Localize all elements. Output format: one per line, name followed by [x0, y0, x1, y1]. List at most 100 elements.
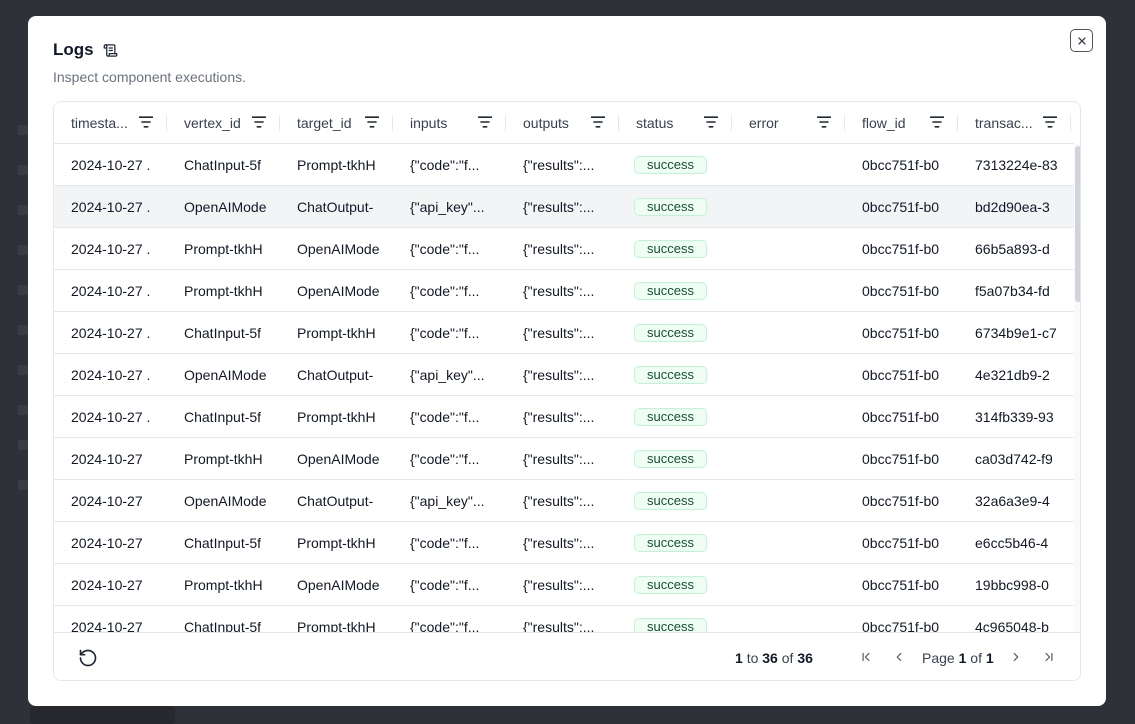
column-header-label: inputs: [410, 115, 448, 131]
filter-icon[interactable]: [139, 116, 153, 128]
first-page-button[interactable]: [859, 650, 873, 664]
filter-icon[interactable]: [704, 116, 718, 128]
page-word: Page: [922, 650, 955, 666]
last-page-button[interactable]: [1042, 650, 1056, 664]
cell-timestamp: 2024-10-27: [54, 606, 167, 633]
column-header-flow-id[interactable]: flow_id: [845, 102, 958, 144]
table-header: timesta... vertex_id target_id inputs output…: [54, 102, 1074, 144]
refresh-icon[interactable]: [78, 648, 98, 668]
table-row[interactable]: 2024-10-27 ChatInput-5f Prompt-tkhH {"code"…: [54, 522, 1074, 564]
close-button[interactable]: [1070, 29, 1093, 52]
table-row[interactable]: 2024-10-27 . Prompt-tkhH OpenAIMode {"code"…: [54, 270, 1074, 312]
cell-error: [732, 186, 845, 227]
cell-transaction-id: 314fb339-93: [958, 396, 1071, 437]
column-header-outputs[interactable]: outputs: [506, 102, 619, 144]
cell-inputs: {"code":"f...: [393, 312, 506, 353]
filter-icon[interactable]: [930, 116, 944, 128]
cell-inputs: {"code":"f...: [393, 228, 506, 269]
cell-transaction-id: 4c965048-b: [958, 606, 1071, 633]
filter-icon[interactable]: [252, 116, 266, 128]
next-page-button[interactable]: [1009, 650, 1023, 664]
table-row[interactable]: 2024-10-27 . OpenAIMode ChatOutput- {"api_k…: [54, 186, 1074, 228]
column-header-vertex-id[interactable]: vertex_id: [167, 102, 280, 144]
status-badge: success: [634, 575, 707, 594]
status-badge: success: [634, 365, 707, 384]
cell-value: 0bcc751f-b0: [862, 366, 940, 383]
cell-value: {"results":...: [523, 450, 595, 467]
cell-inputs: {"api_key"...: [393, 480, 506, 521]
cell-target-id: Prompt-tkhH: [280, 312, 393, 353]
table-row[interactable]: 2024-10-27 ChatInput-5f Prompt-tkhH {"code"…: [54, 606, 1074, 632]
cell-value: Prompt-tkhH: [297, 156, 376, 173]
filter-icon[interactable]: [478, 116, 492, 128]
table-row[interactable]: 2024-10-27 . ChatInput-5f Prompt-tkhH {"cod…: [54, 144, 1074, 186]
column-divider[interactable]: [957, 115, 958, 131]
column-header-timestamp[interactable]: timesta...: [54, 102, 167, 144]
cell-value: 4c965048-b: [975, 618, 1049, 633]
cell-target-id: ChatOutput-: [280, 186, 393, 227]
column-divider[interactable]: [731, 115, 732, 131]
cell-vertex-id: ChatInput-5f: [167, 144, 280, 185]
status-badge: success: [634, 491, 707, 510]
table-row[interactable]: 2024-10-27 . Prompt-tkhH OpenAIMode {"code"…: [54, 228, 1074, 270]
column-divider[interactable]: [1070, 115, 1071, 131]
table-row[interactable]: 2024-10-27 Prompt-tkhH OpenAIMode {"code":"…: [54, 438, 1074, 480]
table-row[interactable]: 2024-10-27 . OpenAIMode ChatOutput- {"api_k…: [54, 354, 1074, 396]
cell-transaction-id: ca03d742-f9: [958, 438, 1071, 479]
cell-value: {"results":...: [523, 282, 595, 299]
cell-value: bd2d90ea-3: [975, 198, 1050, 215]
filter-icon[interactable]: [591, 116, 605, 128]
filter-icon[interactable]: [817, 116, 831, 128]
column-divider[interactable]: [392, 115, 393, 131]
scrollbar-track[interactable]: [1074, 144, 1080, 632]
range-total: 36: [797, 650, 813, 666]
table-row[interactable]: 2024-10-27 OpenAIMode ChatOutput- {"api_key…: [54, 480, 1074, 522]
cell-vertex-id: ChatInput-5f: [167, 312, 280, 353]
status-badge: success: [634, 449, 707, 468]
cell-flow-id: 0bcc751f-b0: [845, 228, 958, 269]
column-divider[interactable]: [618, 115, 619, 131]
column-header-label: flow_id: [862, 115, 906, 131]
cell-value: 0bcc751f-b0: [862, 198, 940, 215]
filter-icon[interactable]: [1043, 116, 1057, 128]
cell-flow-id: 0bcc751f-b0: [845, 270, 958, 311]
cell-vertex-id: ChatInput-5f: [167, 522, 280, 563]
column-divider[interactable]: [166, 115, 167, 131]
cell-value: ChatOutput-: [297, 492, 374, 509]
cell-inputs: {"code":"f...: [393, 438, 506, 479]
cell-value: {"code":"f...: [410, 576, 480, 593]
column-divider[interactable]: [279, 115, 280, 131]
column-header-transaction-id[interactable]: transac...: [958, 102, 1071, 144]
cell-flow-id: 0bcc751f-b0: [845, 438, 958, 479]
cell-outputs: {"results":...: [506, 522, 619, 563]
cell-error: [732, 438, 845, 479]
previous-page-button[interactable]: [892, 650, 906, 664]
column-divider[interactable]: [505, 115, 506, 131]
column-header-target-id[interactable]: target_id: [280, 102, 393, 144]
cell-vertex-id: Prompt-tkhH: [167, 270, 280, 311]
status-badge: success: [634, 155, 707, 174]
modal-title: Logs: [53, 40, 94, 59]
cell-value: 0bcc751f-b0: [862, 576, 940, 593]
cell-value: 2024-10-27 .: [71, 240, 151, 257]
cell-outputs: {"results":...: [506, 354, 619, 395]
cell-transaction-id: bd2d90ea-3: [958, 186, 1071, 227]
table-row[interactable]: 2024-10-27 . ChatInput-5f Prompt-tkhH {"cod…: [54, 312, 1074, 354]
page-total: 1: [985, 650, 994, 666]
table-row[interactable]: 2024-10-27 . ChatInput-5f Prompt-tkhH {"cod…: [54, 396, 1074, 438]
modal-subtitle: Inspect component executions.: [53, 69, 247, 85]
table-row[interactable]: 2024-10-27 Prompt-tkhH OpenAIMode {"code":"…: [54, 564, 1074, 606]
column-divider[interactable]: [844, 115, 845, 131]
cell-timestamp: 2024-10-27: [54, 564, 167, 605]
page-of-word: of: [970, 650, 982, 666]
cell-value: {"results":...: [523, 240, 595, 257]
cell-value: Prompt-tkhH: [184, 240, 263, 257]
column-header-status[interactable]: status: [619, 102, 732, 144]
column-header-inputs[interactable]: inputs: [393, 102, 506, 144]
column-header-error[interactable]: error: [732, 102, 845, 144]
filter-icon[interactable]: [365, 116, 379, 128]
cell-value: 0bcc751f-b0: [862, 282, 940, 299]
cell-value: {"results":...: [523, 576, 595, 593]
cell-value: {"code":"f...: [410, 618, 480, 633]
scrollbar-thumb[interactable]: [1075, 146, 1080, 302]
